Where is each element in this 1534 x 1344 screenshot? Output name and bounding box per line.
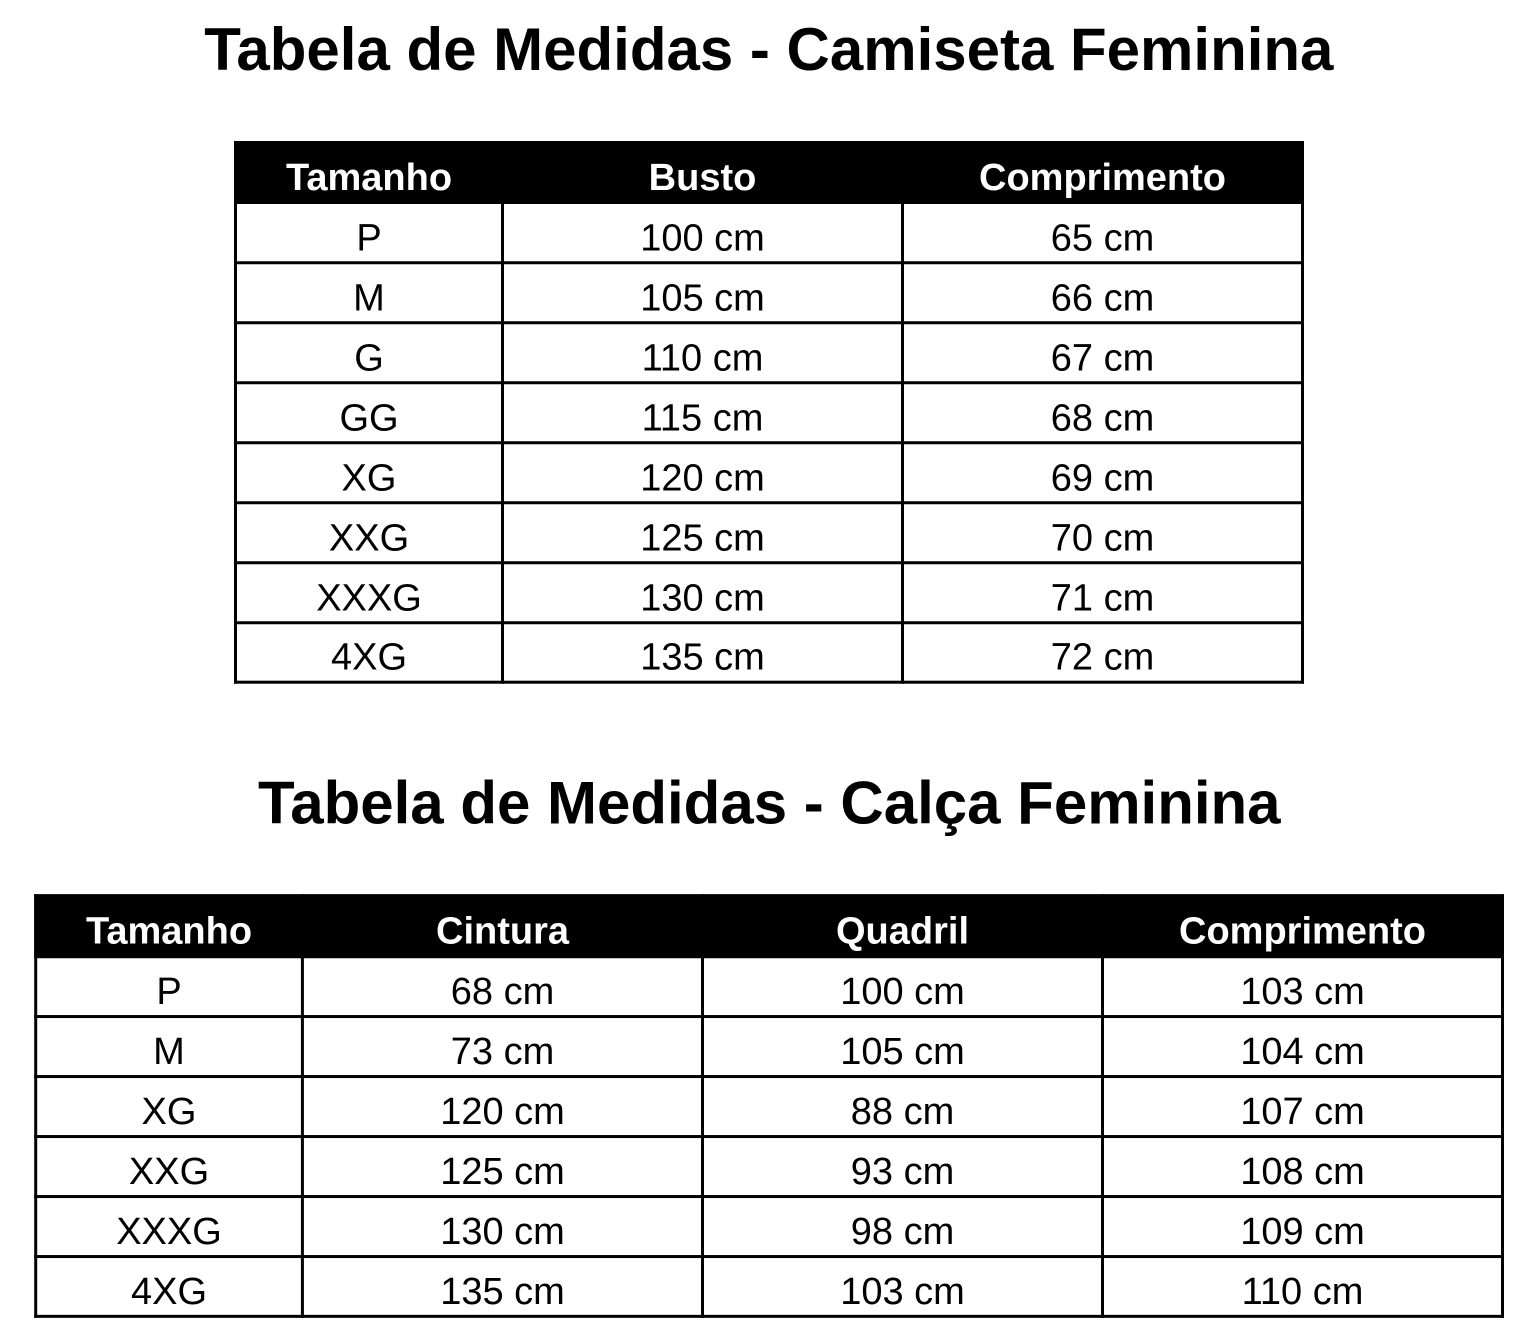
svg-text:105 cm: 105 cm xyxy=(840,1031,965,1073)
svg-text:73 cm: 73 cm xyxy=(451,1031,554,1073)
svg-text:Busto: Busto xyxy=(649,157,757,199)
svg-text:65 cm: 65 cm xyxy=(1051,217,1154,259)
svg-text:103 cm: 103 cm xyxy=(1240,971,1365,1013)
svg-text:68 cm: 68 cm xyxy=(1051,397,1154,439)
svg-text:125 cm: 125 cm xyxy=(440,1151,565,1193)
svg-text:108 cm: 108 cm xyxy=(1240,1151,1365,1193)
svg-text:Tamanho: Tamanho xyxy=(86,911,252,953)
svg-text:66 cm: 66 cm xyxy=(1051,277,1154,319)
svg-text:103 cm: 103 cm xyxy=(840,1271,965,1313)
svg-text:100 cm: 100 cm xyxy=(640,217,765,259)
svg-text:4XG: 4XG xyxy=(331,637,407,679)
svg-text:Tabela de Medidas - Camiseta F: Tabela de Medidas - Camiseta Feminina xyxy=(204,16,1334,83)
svg-text:93 cm: 93 cm xyxy=(851,1151,954,1193)
svg-text:105 cm: 105 cm xyxy=(640,277,765,319)
svg-text:69 cm: 69 cm xyxy=(1051,457,1154,499)
svg-text:XG: XG xyxy=(342,457,397,499)
svg-text:67 cm: 67 cm xyxy=(1051,337,1154,379)
svg-text:125 cm: 125 cm xyxy=(640,517,765,559)
svg-text:100 cm: 100 cm xyxy=(840,971,965,1013)
svg-text:107 cm: 107 cm xyxy=(1240,1091,1365,1133)
svg-text:Tabela de Medidas - Calça Femi: Tabela de Medidas - Calça Feminina xyxy=(258,769,1281,836)
svg-text:Comprimento: Comprimento xyxy=(1179,911,1426,953)
svg-text:XXG: XXG xyxy=(329,517,409,559)
svg-text:G: G xyxy=(354,337,384,379)
svg-text:115 cm: 115 cm xyxy=(642,397,764,439)
svg-text:Tamanho: Tamanho xyxy=(286,157,452,199)
svg-text:98 cm: 98 cm xyxy=(851,1211,954,1253)
svg-text:130 cm: 130 cm xyxy=(640,577,765,619)
svg-text:P: P xyxy=(156,971,181,1013)
svg-text:M: M xyxy=(153,1031,185,1073)
svg-text:Quadril: Quadril xyxy=(836,911,969,953)
svg-text:72 cm: 72 cm xyxy=(1051,637,1154,679)
svg-text:4XG: 4XG xyxy=(131,1271,207,1313)
svg-text:M: M xyxy=(353,277,385,319)
svg-text:P: P xyxy=(356,217,381,259)
svg-text:68 cm: 68 cm xyxy=(451,971,554,1013)
svg-text:XXXG: XXXG xyxy=(316,577,422,619)
svg-text:109 cm: 109 cm xyxy=(1240,1211,1365,1253)
svg-text:GG: GG xyxy=(339,397,398,439)
svg-text:120 cm: 120 cm xyxy=(640,457,765,499)
svg-text:Cintura: Cintura xyxy=(436,911,570,953)
svg-text:110 cm: 110 cm xyxy=(642,337,764,379)
svg-text:135 cm: 135 cm xyxy=(640,637,765,679)
svg-text:120 cm: 120 cm xyxy=(440,1091,565,1133)
svg-text:135 cm: 135 cm xyxy=(440,1271,565,1313)
svg-text:110 cm: 110 cm xyxy=(1242,1271,1364,1313)
svg-text:130 cm: 130 cm xyxy=(440,1211,565,1253)
svg-text:XG: XG xyxy=(142,1091,197,1133)
svg-text:XXXG: XXXG xyxy=(116,1211,222,1253)
svg-text:88 cm: 88 cm xyxy=(851,1091,954,1133)
svg-text:104 cm: 104 cm xyxy=(1240,1031,1365,1073)
svg-text:XXG: XXG xyxy=(129,1151,209,1193)
svg-text:Comprimento: Comprimento xyxy=(979,157,1226,199)
svg-text:71 cm: 71 cm xyxy=(1051,577,1154,619)
svg-text:70 cm: 70 cm xyxy=(1051,517,1154,559)
